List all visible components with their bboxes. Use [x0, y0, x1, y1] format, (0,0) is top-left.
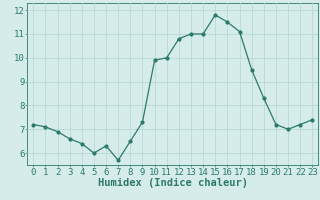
X-axis label: Humidex (Indice chaleur): Humidex (Indice chaleur) [98, 178, 248, 188]
